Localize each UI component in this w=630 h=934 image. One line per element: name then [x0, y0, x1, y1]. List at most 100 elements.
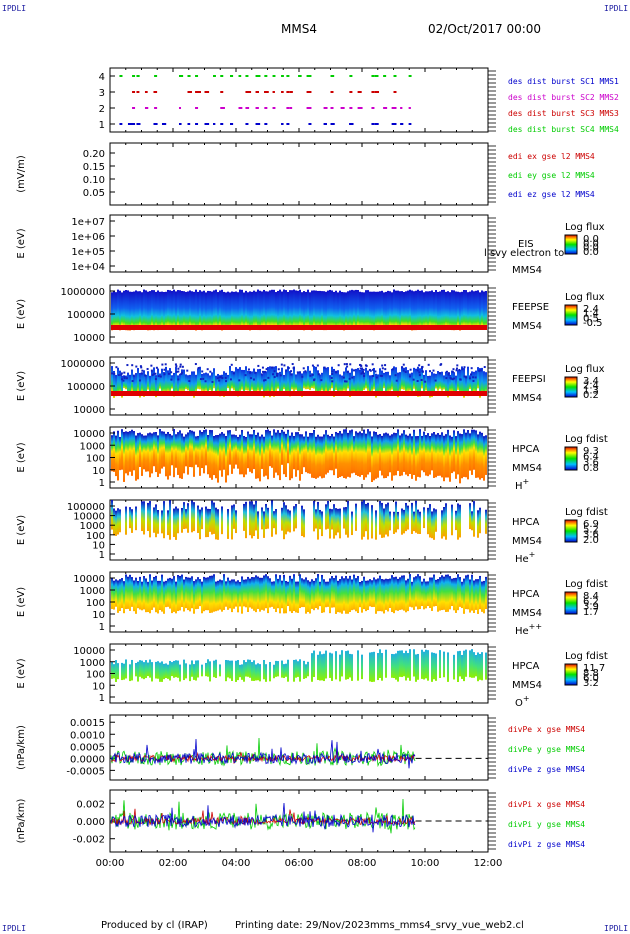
- spectro-column: [233, 371, 235, 391]
- spectro-column: [431, 433, 433, 471]
- spectro-column: [479, 507, 481, 534]
- speck: [447, 372, 450, 375]
- y-tick-label: 0.15: [83, 162, 105, 173]
- burst-marker: [264, 75, 268, 77]
- spectro-column: [223, 371, 225, 397]
- spectro-column: [147, 662, 149, 677]
- speck: [180, 372, 183, 375]
- y-tick-label: 1: [99, 693, 105, 704]
- spectro-column: [163, 291, 165, 330]
- y-tick-label: 100: [86, 670, 105, 681]
- spectro-column: [407, 505, 409, 530]
- y-tick-label: 1e+07: [71, 217, 105, 228]
- spectro-column: [337, 370, 339, 395]
- speck: [252, 378, 255, 381]
- spectro-column: [263, 371, 265, 398]
- spectro-column: [179, 430, 181, 479]
- speck: [188, 380, 191, 383]
- spectro-column: [211, 430, 213, 480]
- spectro-column: [439, 291, 441, 331]
- spectro-column: [393, 577, 395, 614]
- spectro-column: [407, 290, 409, 329]
- spectro-column: [471, 429, 473, 475]
- spectro-column: [355, 503, 357, 531]
- spectro-column: [411, 502, 413, 534]
- burst-marker: [289, 91, 293, 93]
- spectro-column: [447, 429, 449, 478]
- spectro-column: [477, 510, 479, 538]
- colorbar-title: Log fdist: [565, 507, 608, 518]
- spectro-column: [267, 429, 269, 480]
- spectro-column: [295, 432, 297, 477]
- spectro-column: [371, 505, 373, 539]
- burst-marker: [374, 123, 379, 125]
- spectro-column: [181, 290, 183, 330]
- spectro-column: [299, 659, 301, 682]
- spectro-column: [149, 432, 151, 478]
- spectro-column: [371, 375, 373, 392]
- spectro-column: [361, 501, 363, 540]
- spectro-column: [237, 368, 239, 397]
- spectro-column: [157, 368, 159, 396]
- spectro-column: [303, 660, 305, 679]
- speck: [202, 377, 205, 380]
- colorbar-tick-label: 2.0: [583, 535, 599, 546]
- x-tick-label: 06:00: [285, 858, 314, 869]
- speck: [181, 365, 184, 368]
- spectro-column: [381, 370, 383, 396]
- spectro-column: [339, 654, 341, 682]
- spectro-column: [187, 291, 189, 330]
- speck: [144, 374, 147, 377]
- speck: [474, 376, 477, 379]
- colorbar-tick-label: 8.4: [583, 591, 599, 602]
- spectro-column: [201, 664, 203, 677]
- spectro-column: [485, 290, 487, 330]
- speck: [250, 377, 253, 380]
- spectro-column: [417, 509, 419, 534]
- spacecraft-label: MMS4: [512, 608, 542, 619]
- speck: [135, 365, 138, 368]
- spectro-column: [445, 434, 447, 478]
- spectro-column: [469, 375, 471, 389]
- spectro-column: [173, 576, 175, 612]
- spectro-column: [399, 372, 401, 392]
- spectro-column: [163, 581, 165, 614]
- spectro-column: [293, 366, 295, 392]
- spectro-column: [327, 290, 329, 329]
- spectro-column: [285, 370, 287, 394]
- spectro-column: [435, 509, 437, 532]
- y-tick-label: 10: [92, 466, 105, 477]
- spectro-column: [307, 580, 309, 612]
- spectro-column: [359, 291, 361, 329]
- burst-marker: [330, 91, 334, 93]
- spectro-column: [403, 367, 405, 390]
- date-title: 02/Oct/2017 00:00: [428, 22, 542, 36]
- spectro-column: [411, 581, 413, 608]
- spectro-column: [397, 429, 399, 471]
- spectro-column: [333, 368, 335, 397]
- speck: [323, 366, 326, 369]
- y-tick-label: 4: [99, 72, 105, 83]
- spectro-column: [135, 435, 137, 481]
- spectro-column: [285, 581, 287, 614]
- spectro-column: [275, 574, 277, 613]
- instrument-label: FEEPSI: [512, 374, 546, 385]
- spectro-column: [251, 371, 253, 390]
- spectro-column: [319, 651, 321, 681]
- y-tick-label: 1000: [80, 658, 105, 669]
- spectro-column: [421, 581, 423, 607]
- spectro-column: [139, 432, 141, 468]
- speck: [170, 378, 173, 381]
- spectro-column: [379, 649, 381, 678]
- burst-marker: [289, 107, 293, 109]
- spectro-column: [347, 432, 349, 477]
- spectro-column: [239, 434, 241, 475]
- x-tick-label: 00:00: [96, 858, 125, 869]
- spectro-column: [183, 369, 185, 393]
- spectro-column: [293, 574, 295, 612]
- spectro-column: [469, 503, 471, 530]
- panel-frame: [109, 714, 489, 781]
- spectro-column: [265, 574, 267, 609]
- colorbar-tick-label: 2.4: [583, 304, 599, 315]
- spectro-column: [173, 660, 175, 678]
